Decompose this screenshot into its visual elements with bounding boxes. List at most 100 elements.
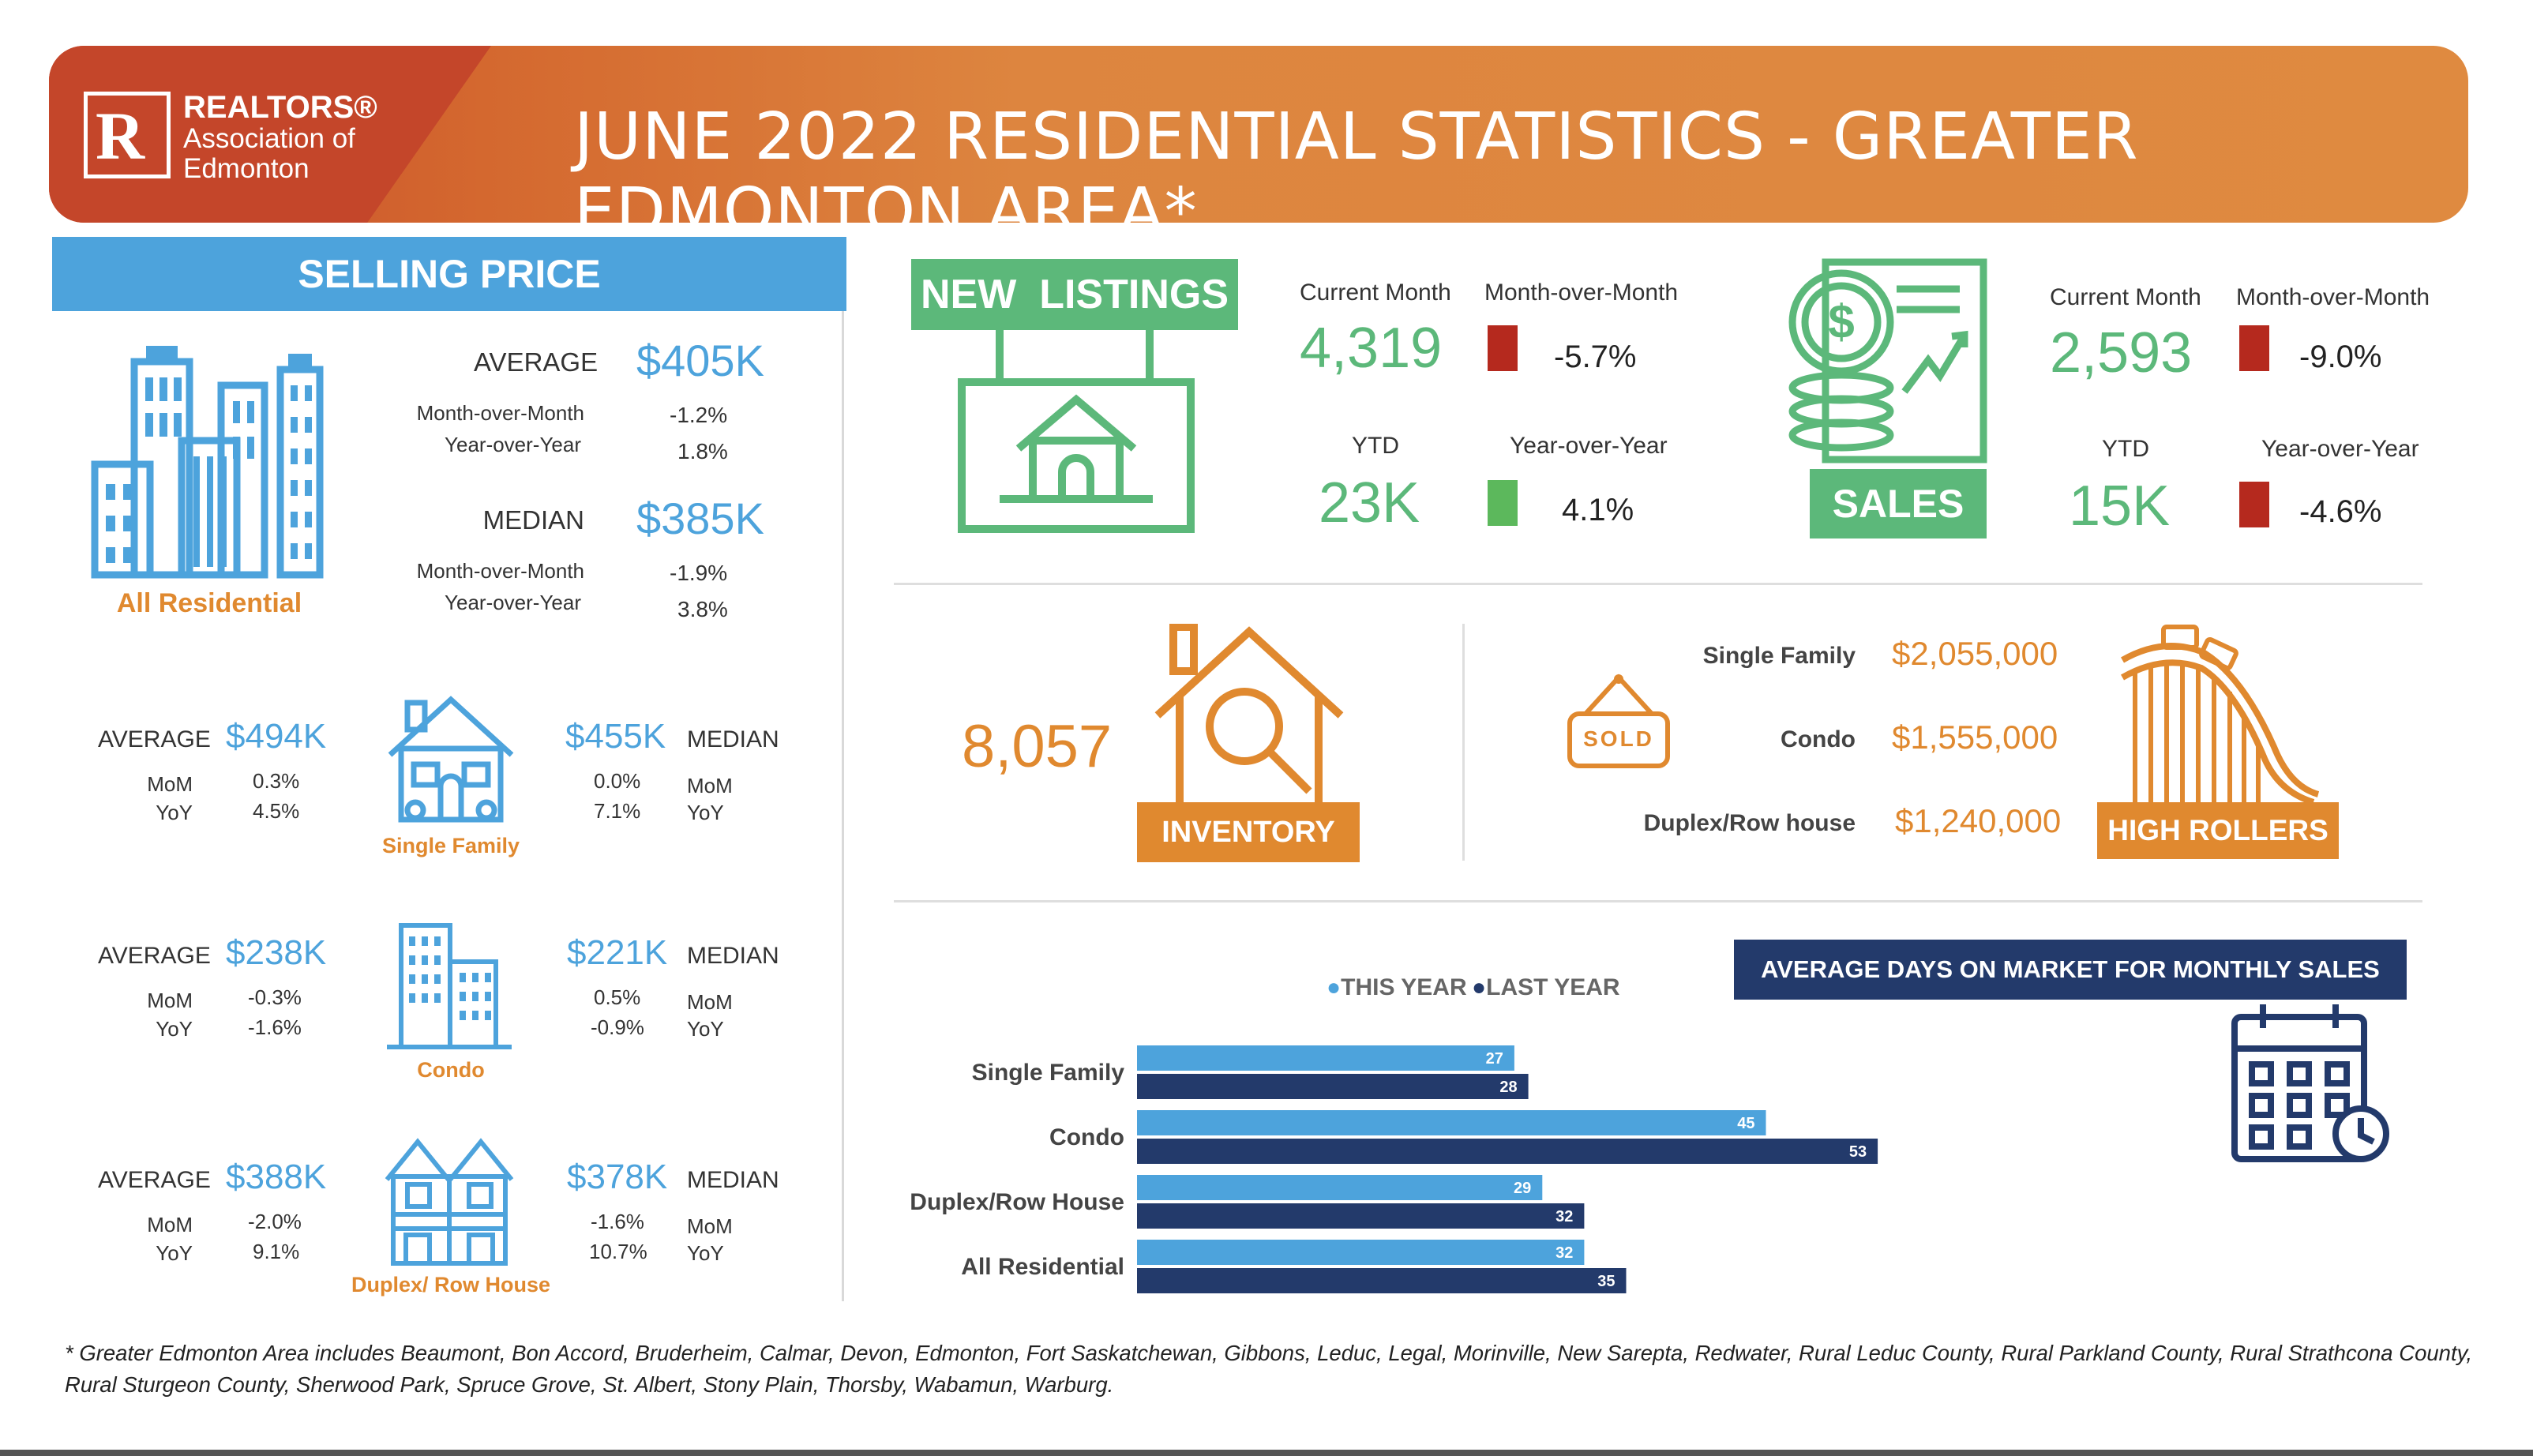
- roller-coaster-icon: [2121, 625, 2320, 807]
- bar-value-label: 32: [1555, 1208, 1573, 1225]
- bar-value-label: 29: [1514, 1180, 1531, 1197]
- hr-price-duplex: $1,240,000: [1895, 802, 2062, 839]
- sales-yoy-indicator: [2239, 482, 2269, 527]
- sales-yoy-value: -4.6%: [2299, 494, 2382, 529]
- nl-yoy-indicator: [1488, 480, 1518, 526]
- logo-text-realtors: REALTORS®: [183, 90, 377, 125]
- condo-average-value: $238K: [226, 933, 327, 972]
- all-median-value: $385K: [636, 493, 764, 543]
- all-avg-yoy-value: 1.8%: [677, 439, 728, 463]
- bar-this-year: [1137, 1240, 1585, 1265]
- sf-mom-label: MoM: [147, 772, 193, 796]
- realtors-logo-icon: R: [84, 92, 171, 178]
- sf-yoy-label: YoY: [156, 801, 193, 824]
- footnote-line-2: Rural Sturgeon County, Sherwood Park, Sp…: [65, 1372, 1114, 1397]
- nl-mom-indicator: [1488, 325, 1518, 371]
- divider-top: [894, 583, 2422, 585]
- footnote-line-1: * Greater Edmonton Area includes Beaumon…: [65, 1341, 2472, 1365]
- bar-last-year: [1137, 1268, 1627, 1293]
- condo-average-label: AVERAGE: [98, 943, 211, 969]
- bar-value-label: 27: [1486, 1050, 1503, 1068]
- sf-average-value: $494K: [226, 717, 327, 756]
- divider-middle-vertical: [1462, 624, 1465, 861]
- nl-yoy-label: Year-over-Year: [1510, 433, 1668, 459]
- condo-med-mom: 0.5%: [594, 985, 641, 1009]
- category-label: All Residential: [961, 1254, 1124, 1280]
- condo-building-icon: [387, 923, 512, 1049]
- all-median-label: MEDIAN: [482, 505, 584, 535]
- all-avg-mom-label: Month-over-Month: [416, 401, 584, 425]
- bottom-border: [0, 1450, 2533, 1456]
- sf-med-yoy: 7.1%: [594, 799, 641, 823]
- svg-text:$: $: [1828, 295, 1854, 348]
- duplex-average-value: $388K: [226, 1158, 327, 1196]
- inventory-house-search-icon: [1154, 624, 1344, 802]
- days-on-market-heading: AVERAGE DAYS ON MARKET FOR MONTHLY SALES: [1734, 940, 2407, 1000]
- condo-median-value: $221K: [567, 933, 668, 972]
- bar-last-year: [1137, 1074, 1529, 1099]
- condo-med-yoy: -0.9%: [591, 1015, 644, 1039]
- sf-average-label: AVERAGE: [98, 726, 211, 752]
- sales-current-month-value: 2,593: [2050, 321, 2193, 385]
- category-label: Condo: [1049, 1124, 1124, 1150]
- condo-label: Condo: [417, 1058, 485, 1082]
- legend-last-year-label: LAST YEAR: [1486, 974, 1620, 1000]
- footnote: * Greater Edmonton Area includes Beaumon…: [65, 1338, 2481, 1401]
- legend-this-year-dot: ●: [1327, 974, 1342, 1000]
- sales-ytd-value: 15K: [2069, 475, 2171, 538]
- hr-type-single-family: Single Family: [1702, 643, 1856, 669]
- nl-current-month-label: Current Month: [1300, 280, 1451, 306]
- bar-value-label: 32: [1555, 1244, 1573, 1262]
- hr-type-condo: Condo: [1781, 726, 1856, 752]
- days-on-market-chart: Single Family 27 28 Condo 45 53 Duplex/Row Hou…: [910, 1045, 1878, 1293]
- legend-this-year-label: THIS YEAR: [1341, 974, 1467, 1000]
- all-avg-yoy-label: Year-over-Year: [445, 433, 581, 456]
- nl-yoy-value: 4.1%: [1562, 493, 1634, 527]
- bar-value-label: 45: [1737, 1115, 1754, 1132]
- hr-price-condo: $1,555,000: [1892, 719, 2058, 756]
- bar-this-year: [1137, 1175, 1543, 1200]
- sold-sign-icon: [1567, 674, 1670, 768]
- sf-avg-mom: 0.3%: [253, 769, 300, 793]
- legend-last-year: ●LAST YEAR: [1472, 974, 1620, 1001]
- sales-mom-value: -9.0%: [2299, 340, 2382, 374]
- calendar-clock-icon: [2231, 1004, 2389, 1162]
- duplex-label: Duplex/ Row House: [351, 1273, 551, 1297]
- category-label: Single Family: [972, 1060, 1125, 1086]
- logo-text-edmonton: Edmonton: [183, 153, 310, 184]
- duplex-med-yoy: 10.7%: [589, 1240, 647, 1263]
- legend-last-year-dot: ●: [1472, 974, 1487, 1000]
- bar-value-label: 53: [1849, 1143, 1867, 1161]
- duplex-med-yoy-label: YoY: [687, 1241, 724, 1265]
- single-family-label: Single Family: [381, 834, 520, 857]
- section-divider-vertical: [842, 311, 844, 1301]
- bar-last-year: [1137, 1203, 1585, 1229]
- selling-price-heading: SELLING PRICE: [52, 237, 846, 311]
- duplex-mom-label: MoM: [147, 1213, 193, 1236]
- duplex-yoy-label: YoY: [156, 1241, 193, 1265]
- logo-letter: R: [96, 98, 145, 174]
- sf-median-label: MEDIAN: [687, 726, 779, 752]
- all-residential-label: All Residential: [116, 588, 302, 618]
- inventory-label: INVENTORY: [1137, 802, 1360, 862]
- sf-median-value: $455K: [565, 717, 666, 756]
- duplex-house-icon: [385, 1138, 514, 1266]
- category-label: Duplex/Row House: [910, 1189, 1124, 1215]
- buildings-icon: [91, 346, 324, 579]
- single-family-house-icon: [388, 696, 514, 823]
- duplex-median-label: MEDIAN: [687, 1167, 779, 1193]
- sold-label: SOLD: [1583, 726, 1654, 751]
- duplex-avg-yoy: 9.1%: [253, 1240, 300, 1263]
- bar-this-year: [1137, 1110, 1766, 1135]
- duplex-avg-mom: -2.0%: [248, 1210, 302, 1233]
- all-med-mom-label: Month-over-Month: [416, 559, 584, 583]
- header-banner: R REALTORS® Association of Edmonton JUNE…: [49, 46, 2468, 223]
- divider-bottom: [894, 900, 2422, 902]
- condo-avg-yoy: -1.6%: [248, 1015, 302, 1039]
- sales-yoy-label: Year-over-Year: [2261, 436, 2419, 462]
- duplex-med-mom-label: MoM: [687, 1214, 733, 1238]
- nl-ytd-value: 23K: [1319, 471, 1420, 535]
- inventory-value: 8,057: [962, 713, 1113, 780]
- sales-sign: SALES: [1810, 469, 1987, 538]
- nl-current-month-value: 4,319: [1300, 317, 1443, 380]
